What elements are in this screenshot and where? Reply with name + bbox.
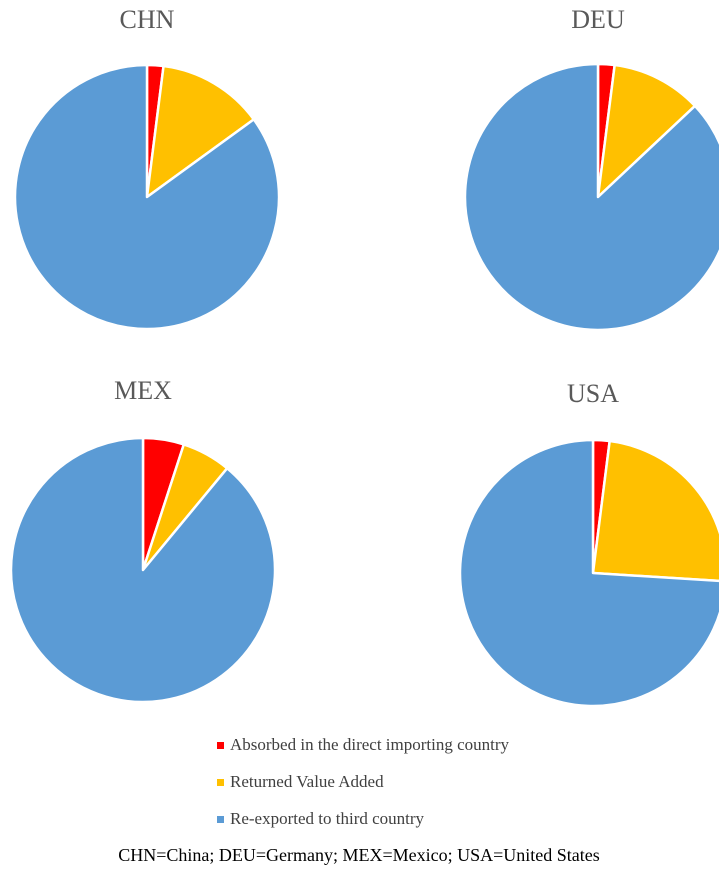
pie-slice <box>13 63 281 331</box>
legend-marker <box>217 816 224 823</box>
legend-label: Re-exported to third country <box>230 809 425 828</box>
pie-slice <box>463 62 719 332</box>
legend-marker <box>217 779 224 786</box>
pie-slice <box>596 63 697 199</box>
pie-title: MEX <box>114 376 172 405</box>
legend-label: Absorbed in the direct importing country <box>230 735 510 754</box>
pie-slice <box>145 64 256 199</box>
legend-marker <box>217 742 224 749</box>
pie-slice <box>9 436 277 704</box>
pie-title: USA <box>567 379 619 408</box>
pie-slice <box>591 439 719 583</box>
pie-title: DEU <box>571 5 625 34</box>
footnote: CHN=China; DEU=Germany; MEX=Mexico; USA=… <box>118 845 600 865</box>
pie-title: CHN <box>120 5 175 34</box>
pie-slice <box>458 438 719 708</box>
legend-label: Returned Value Added <box>230 772 384 791</box>
